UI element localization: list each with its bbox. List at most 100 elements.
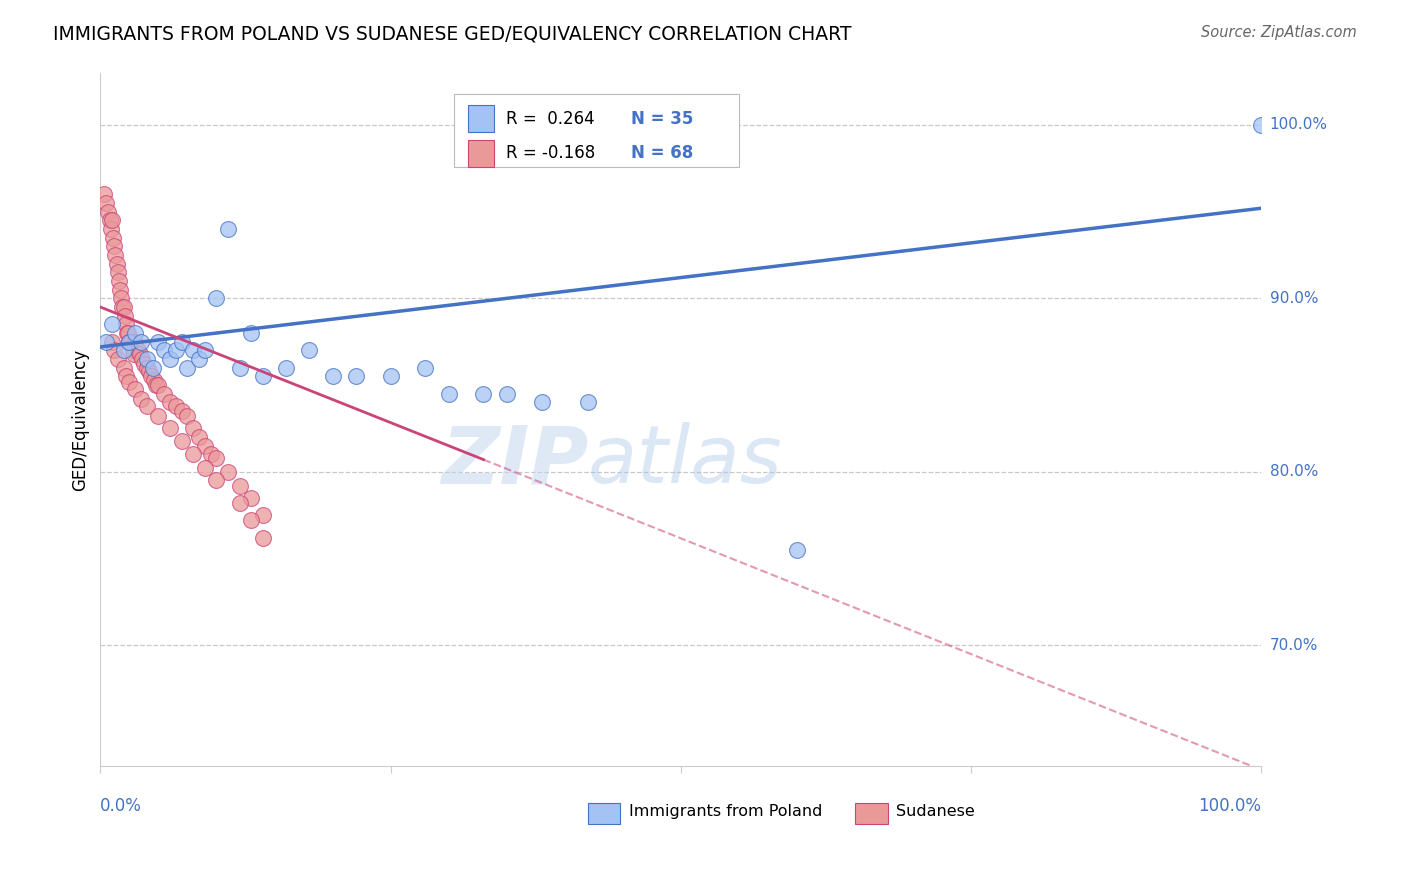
Point (170, 334, 193, 349)
Text: R = -0.168: R = -0.168 (506, 145, 595, 162)
Point (101, 318, 124, 332)
Point (181, 421, 204, 435)
Point (96, 334, 118, 349)
Point (194, 439, 217, 453)
Point (107, 265, 129, 279)
Point (495, 386, 517, 401)
Point (129, 392, 152, 406)
Point (114, 309, 136, 323)
Point (128, 347, 150, 361)
Point (93, 187, 115, 202)
Point (181, 447, 204, 461)
Point (344, 369, 367, 384)
Point (138, 364, 160, 378)
Text: 70.0%: 70.0% (1270, 638, 1317, 653)
Point (159, 421, 181, 435)
Point (134, 357, 156, 371)
Point (124, 326, 146, 340)
Point (96, 196, 118, 211)
Point (112, 300, 135, 314)
Point (118, 334, 141, 349)
Point (472, 386, 495, 401)
Text: 80.0%: 80.0% (1270, 464, 1317, 479)
Point (112, 343, 135, 358)
Point (240, 513, 263, 527)
Text: 100.0%: 100.0% (1270, 118, 1327, 133)
Point (159, 395, 181, 409)
Y-axis label: GED/Equivalency: GED/Equivalency (72, 349, 89, 491)
Point (117, 326, 139, 340)
Text: 100.0%: 100.0% (1198, 797, 1261, 815)
Point (135, 352, 157, 367)
Point (217, 222, 239, 236)
Point (101, 334, 124, 349)
FancyBboxPatch shape (855, 803, 887, 824)
Point (131, 352, 153, 367)
FancyBboxPatch shape (588, 803, 620, 824)
Point (205, 291, 228, 305)
Point (107, 352, 129, 367)
Point (100, 222, 122, 236)
Point (176, 360, 198, 375)
Point (141, 369, 163, 384)
Point (101, 230, 124, 244)
Point (170, 404, 193, 418)
Point (205, 474, 228, 488)
Point (228, 478, 250, 492)
Point (576, 395, 599, 409)
Point (135, 360, 157, 375)
Point (121, 343, 143, 358)
Point (148, 378, 170, 392)
Point (148, 334, 170, 349)
Text: 0.0%: 0.0% (100, 797, 142, 815)
Text: atlas: atlas (588, 422, 783, 500)
Point (252, 508, 274, 522)
FancyBboxPatch shape (468, 140, 494, 167)
Point (111, 300, 134, 314)
Point (153, 343, 176, 358)
Point (120, 334, 142, 349)
Point (170, 434, 193, 448)
Point (97, 204, 120, 219)
Point (181, 343, 204, 358)
Point (274, 360, 297, 375)
Text: ZIP: ZIP (440, 422, 588, 500)
Point (437, 386, 460, 401)
Point (217, 465, 239, 479)
Point (786, 542, 808, 557)
Text: N = 68: N = 68 (631, 145, 693, 162)
Point (142, 373, 165, 387)
Text: IMMIGRANTS FROM POLAND VS SUDANESE GED/EQUIVALENCY CORRELATION CHART: IMMIGRANTS FROM POLAND VS SUDANESE GED/E… (53, 25, 852, 44)
Point (115, 318, 138, 332)
Point (142, 360, 165, 375)
Point (176, 409, 198, 424)
Point (194, 343, 217, 358)
Text: N = 35: N = 35 (631, 110, 693, 128)
Point (115, 369, 138, 384)
Text: Immigrants from Poland: Immigrants from Poland (628, 804, 823, 819)
Point (228, 496, 250, 510)
Point (127, 343, 149, 358)
Point (228, 360, 250, 375)
Point (298, 343, 321, 358)
Point (121, 340, 143, 354)
Point (1250, 118, 1272, 132)
Point (153, 386, 176, 401)
Point (380, 369, 402, 384)
Point (103, 343, 125, 358)
Text: Sudanese: Sudanese (896, 804, 974, 819)
Point (145, 378, 167, 392)
Point (188, 352, 211, 367)
Point (322, 369, 344, 384)
Point (103, 239, 125, 253)
Text: 90.0%: 90.0% (1270, 291, 1319, 306)
Point (188, 430, 211, 444)
Point (115, 326, 138, 340)
Point (112, 360, 135, 375)
Point (124, 382, 146, 396)
Point (101, 213, 124, 227)
Point (415, 360, 437, 375)
Point (205, 450, 228, 465)
Point (108, 283, 131, 297)
Point (252, 369, 274, 384)
